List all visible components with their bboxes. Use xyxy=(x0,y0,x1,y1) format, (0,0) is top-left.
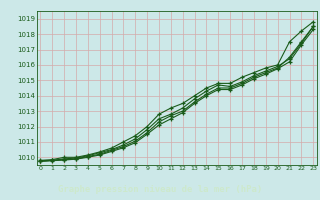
Text: Graphe pression niveau de la mer (hPa): Graphe pression niveau de la mer (hPa) xyxy=(58,185,262,194)
